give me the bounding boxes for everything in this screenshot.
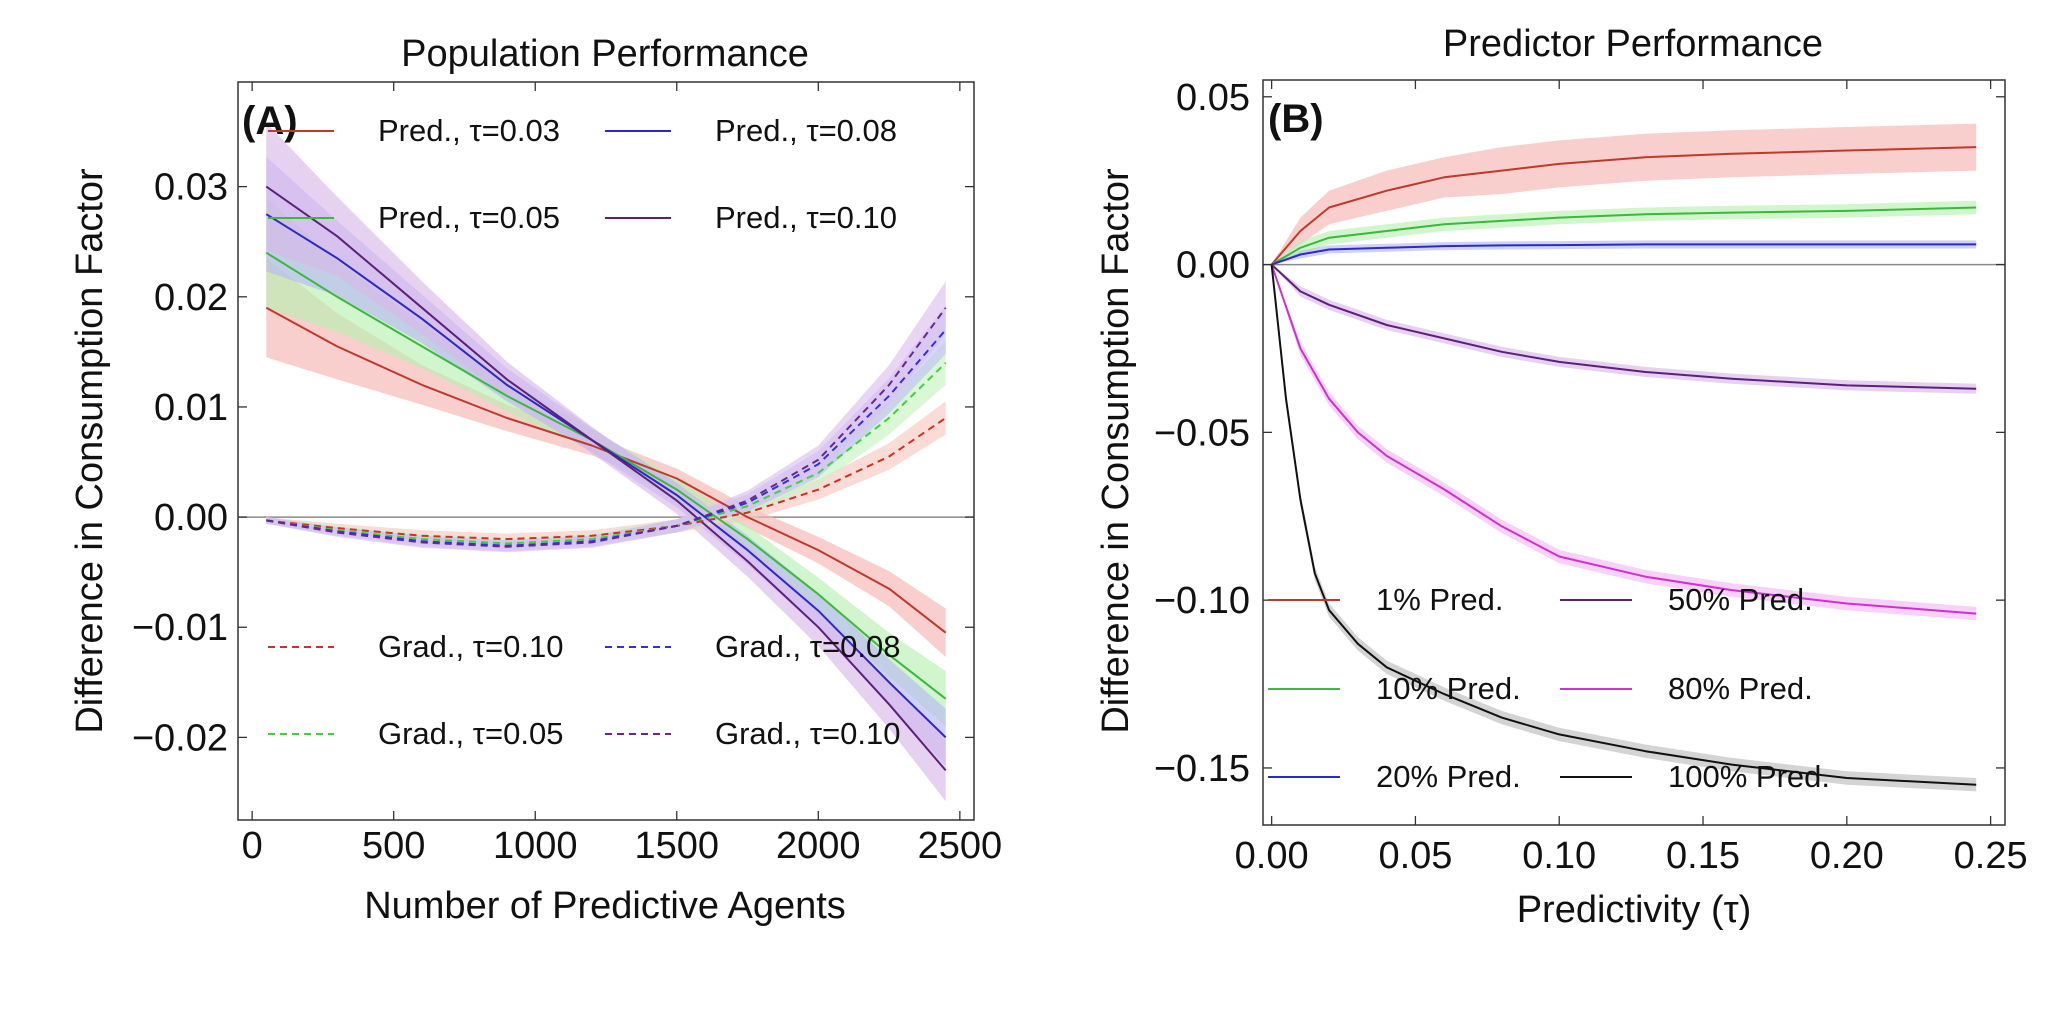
panel-b-frame [1262,79,2006,826]
panel-b-y-tick-label-2: −0.05 [1154,412,1250,454]
panel-b-y-tick-label-3: 0.00 [1176,245,1250,287]
panel-b-y-tick-label-4: 0.05 [1176,77,1250,119]
panel-b-series-line-1 [1271,206,1977,266]
panel-a-series-line-4 [266,417,947,541]
panel-a-series-line-3 [265,185,947,772]
panel-a-legend-label-4: Grad., τ=0.10 [378,629,563,664]
panel-b-legend-label-3: 80% Pred. [1668,671,1813,706]
panel-a-series-line-6 [266,329,947,547]
panel-a-y-axis-label: Difference in Consumption Factor [69,168,111,734]
panel-b: Predictor Performance (B) Predictivity (… [1095,23,2028,931]
panel-b-y-tick-label-0: −0.15 [1154,748,1250,790]
panel-a-y-tick-label-0: −0.02 [132,717,228,759]
panel-a-y-tick-label-2: 0.00 [154,497,228,539]
panel-a-y-tick-label-4: 0.02 [154,277,228,319]
panel-a-plot-area [238,122,974,802]
panel-b-legend-label-4: 20% Pred. [1376,759,1521,794]
panel-b-band-5 [1271,264,1977,792]
panel-b-y-axis-label: Difference in Consumption Factor [1095,168,1137,734]
panel-a-series-line-7 [266,307,947,548]
panel-a-series-line-0 [265,306,947,634]
panel-a-x-tick-label-3: 1500 [634,825,719,867]
panel-b-series-line-2 [1271,243,1977,266]
panel-a-x-tick-label-0: 0 [242,825,263,867]
panel-b-x-tick-label-3: 0.15 [1666,835,1740,877]
panel-b-legend-label-5: 100% Pred. [1668,759,1830,794]
panel-a-y-tick-label-1: −0.01 [132,607,228,649]
panel-b-title: Predictor Performance [1443,23,1823,65]
panel-a-x-tick-label-4: 2000 [776,825,861,867]
panel-a-y-tick-label-3: 0.01 [154,387,228,429]
panel-a-legend-label-5: Grad., τ=0.08 [715,629,900,664]
panel-a-y-tick-label-5: 0.03 [154,167,228,209]
panel-a-series-line-1 [265,251,947,700]
panel-a-legend-label-0: Pred., τ=0.03 [378,113,560,148]
panel-a-title: Population Performance [401,33,809,75]
panel-b-x-axis-label: Predictivity (τ) [1517,889,1752,931]
panel-a-series-line-5 [266,362,947,545]
panel-b-series-line-5 [1270,264,1977,786]
panel-a-legend-label-7: Grad., τ=0.10 [715,716,900,751]
panel-b-legend: 1% Pred. 50% Pred. 10% Pred. 80% Pred. 20% P… [1268,582,1830,794]
panel-b-x-tick-label-2: 0.10 [1522,835,1596,877]
panel-b-tag: (B) [1268,97,1324,141]
panel-b-band-0 [1271,123,1977,265]
panel-a-legend-label-2: Pred., τ=0.05 [378,200,560,235]
panel-a: Population Performance (A) Number of Pre… [69,33,1002,927]
panel-a-x-tick-label-1: 500 [362,825,425,867]
panel-b-ticks: 0.00 0.05 0.10 0.15 0.20 0.25 −0.15 −0.10 −0.05 0… [1154,77,2028,877]
panel-b-series-line-4 [1270,264,1977,615]
panel-a-band-3 [266,122,946,802]
panel-a-tag: (A) [242,99,298,143]
panel-b-series-line-3 [1270,263,1977,390]
panel-a-series-line-2 [265,213,947,739]
panel-a-ticks: 0 500 1000 1500 2000 2500 −0.02 −0.01 0.00 0.01 0.… [132,82,1002,867]
panel-b-plot-area [1263,123,2005,792]
panel-a-x-axis-label: Number of Predictive Agents [364,885,846,927]
panel-a-legend: Pred., τ=0.03 Pred., τ=0.08 Pred., τ=0.05 P… [268,113,900,751]
panel-b-y-tick-label-1: −0.10 [1154,580,1250,622]
panel-b-band-1 [1271,200,1977,265]
panel-b-x-tick-label-5: 0.25 [1954,835,2028,877]
panel-b-legend-label-0: 1% Pred. [1376,582,1504,617]
panel-b-x-tick-label-1: 0.05 [1378,835,1452,877]
panel-a-legend-label-6: Grad., τ=0.05 [378,716,563,751]
panel-b-legend-label-2: 10% Pred. [1376,671,1521,706]
panel-a-band-4 [266,401,946,545]
panel-b-band-3 [1271,264,1977,394]
panel-b-x-tick-label-4: 0.20 [1810,835,1884,877]
panel-a-x-tick-label-2: 1000 [493,825,578,867]
panel-a-frame [237,81,975,821]
panel-a-legend-label-1: Pred., τ=0.08 [715,113,897,148]
panel-b-series-line-0 [1270,146,1977,266]
panel-b-legend-label-1: 50% Pred. [1668,582,1813,617]
panel-b-x-tick-label-0: 0.00 [1235,835,1309,877]
panel-a-legend-label-3: Pred., τ=0.10 [715,200,897,235]
panel-a-x-tick-label-5: 2500 [918,825,1003,867]
